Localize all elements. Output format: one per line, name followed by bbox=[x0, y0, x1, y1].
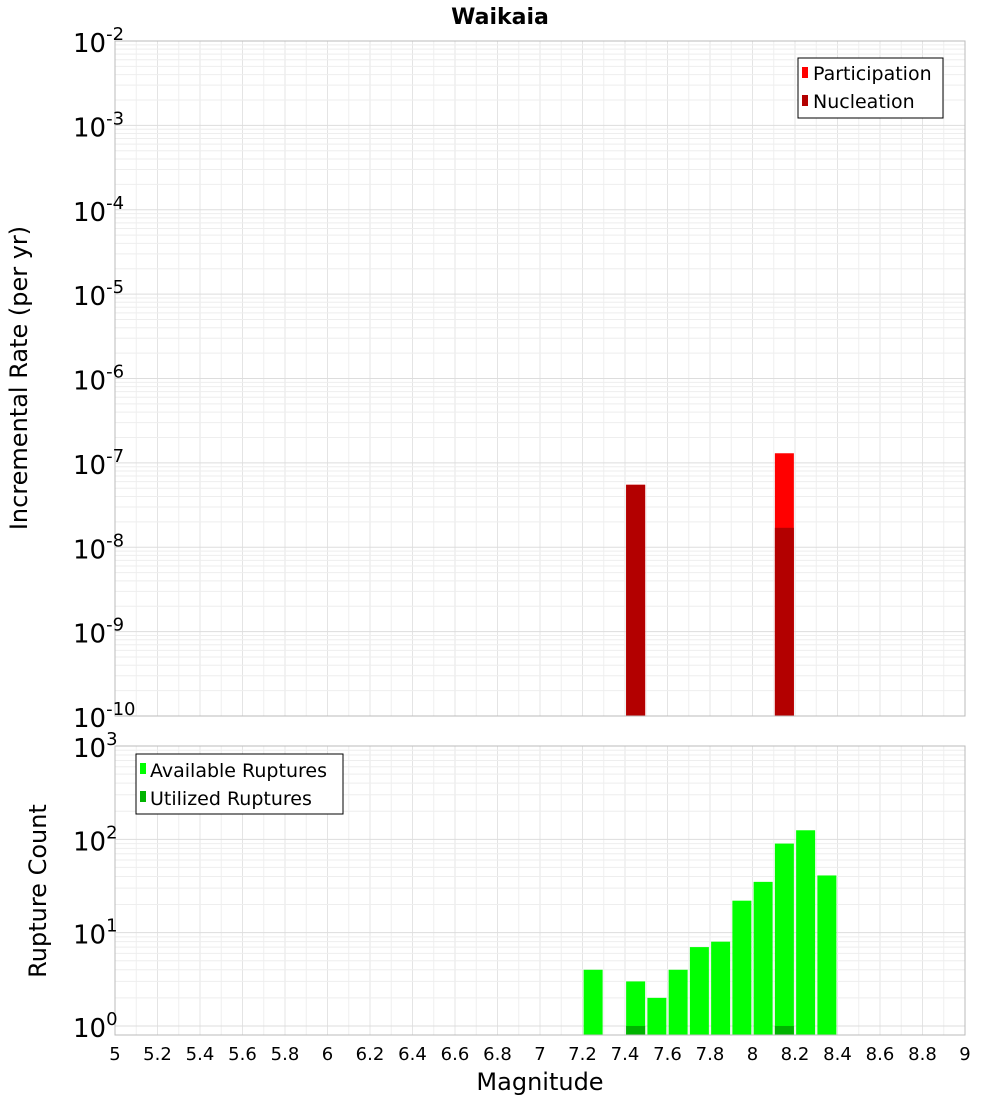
legend-swatch-participation bbox=[802, 67, 808, 78]
nucleation-bar bbox=[774, 527, 794, 716]
chart-title: Waikaia bbox=[451, 5, 549, 30]
legend-label-utilized: Utilized Ruptures bbox=[150, 788, 312, 810]
x-tick-label: 6.8 bbox=[483, 1044, 512, 1065]
top-y-tick-label: 10-2 bbox=[73, 24, 124, 59]
top-y-tick-label: 10-6 bbox=[73, 362, 124, 397]
x-tick-label: 8.6 bbox=[866, 1044, 895, 1065]
top-y-axis-label: Incremental Rate (per yr) bbox=[5, 226, 33, 530]
x-tick-label: 7 bbox=[534, 1044, 545, 1065]
top-bars bbox=[626, 453, 794, 716]
x-tick-label: 8 bbox=[747, 1044, 758, 1065]
x-tick-label: 8.8 bbox=[908, 1044, 937, 1065]
top-y-tick-label: 10-3 bbox=[73, 108, 124, 143]
bottom-bars bbox=[583, 830, 837, 1035]
x-tick-label: 6.6 bbox=[441, 1044, 470, 1065]
top-legend-box bbox=[797, 57, 944, 119]
available-ruptures-bar bbox=[732, 900, 752, 1035]
x-tick-label: 5.6 bbox=[228, 1044, 257, 1065]
legend-swatch-nucleation bbox=[802, 95, 808, 106]
available-ruptures-bar bbox=[583, 969, 603, 1035]
bottom-legend-box bbox=[135, 753, 344, 815]
top-y-tick-labels: 10-10 10-9 10-8 10-7 10-6 10-5 10-4 10-3 10-2 bbox=[73, 24, 136, 734]
participation-panel: 10-10 10-9 10-8 10-7 10-6 10-5 10-4 10-3 10-2 In… bbox=[5, 24, 966, 734]
bottom-y-tick-label: 101 bbox=[73, 916, 118, 951]
x-tick-label: 9 bbox=[959, 1044, 970, 1065]
bottom-y-tick-labels: 100 101 102 103 bbox=[73, 729, 118, 1044]
rupture-count-panel: 100 101 102 103 5 5.2 5.4 5.6 5.8 6 6.2 6.4 6.6 6.8 7… bbox=[24, 729, 971, 1096]
x-tick-label: 5.4 bbox=[186, 1044, 215, 1065]
nucleation-bar bbox=[626, 484, 646, 716]
top-plot-frame bbox=[114, 40, 966, 717]
utilized-ruptures-bar bbox=[626, 1025, 646, 1035]
x-tick-label: 8.4 bbox=[823, 1044, 852, 1065]
x-tick-label: 8.2 bbox=[781, 1044, 810, 1065]
utilized-ruptures-bar bbox=[774, 1025, 794, 1035]
available-ruptures-bar bbox=[626, 981, 646, 1035]
legend-swatch-utilized bbox=[140, 791, 146, 802]
x-tick-labels: 5 5.2 5.4 5.6 5.8 6 6.2 6.4 6.6 6.8 7 7.2 7.4 7.6 7.8 8… bbox=[109, 1044, 970, 1065]
bottom-legend: Available Ruptures Utilized Ruptures bbox=[135, 753, 344, 815]
x-tick-label: 5 bbox=[109, 1044, 120, 1065]
top-y-tick-label: 10-9 bbox=[73, 615, 124, 650]
x-tick-label: 7.2 bbox=[568, 1044, 597, 1065]
x-tick-label: 6.4 bbox=[398, 1044, 427, 1065]
bottom-y-tick-label: 102 bbox=[73, 822, 118, 857]
top-legend: Participation Nucleation bbox=[797, 57, 944, 119]
available-ruptures-bar bbox=[817, 875, 837, 1035]
top-y-tick-label: 10-10 bbox=[73, 699, 136, 734]
x-tick-label: 5.2 bbox=[143, 1044, 172, 1065]
legend-swatch-available bbox=[140, 763, 146, 774]
x-tick-label: 7.6 bbox=[653, 1044, 682, 1065]
bottom-y-tick-label: 103 bbox=[73, 729, 118, 764]
x-tick-label: 6.2 bbox=[356, 1044, 385, 1065]
x-axis-label: Magnitude bbox=[476, 1068, 603, 1096]
legend-label-available: Available Ruptures bbox=[150, 760, 327, 782]
bottom-plot-frame bbox=[114, 745, 966, 1036]
x-tick-label: 7.4 bbox=[611, 1044, 640, 1065]
available-ruptures-bar bbox=[774, 843, 794, 1035]
top-y-tick-label: 10-8 bbox=[73, 530, 124, 565]
x-tick-label: 7.8 bbox=[696, 1044, 725, 1065]
legend-label-participation: Participation bbox=[813, 63, 932, 85]
available-ruptures-bar bbox=[753, 881, 773, 1035]
top-y-tick-label: 10-5 bbox=[73, 277, 124, 312]
top-y-tick-label: 10-4 bbox=[73, 193, 124, 228]
top-y-tick-label: 10-7 bbox=[73, 446, 124, 481]
available-ruptures-bar bbox=[711, 941, 731, 1035]
available-ruptures-bar bbox=[796, 830, 816, 1035]
available-ruptures-bar bbox=[689, 947, 709, 1035]
top-grid bbox=[114, 41, 966, 717]
available-ruptures-bar bbox=[668, 969, 688, 1035]
x-tick-label: 6 bbox=[322, 1044, 333, 1065]
x-tick-label: 5.8 bbox=[271, 1044, 300, 1065]
legend-label-nucleation: Nucleation bbox=[813, 91, 915, 113]
available-ruptures-bar bbox=[647, 997, 667, 1035]
bottom-y-tick-label: 100 bbox=[73, 1009, 118, 1044]
bottom-y-axis-label: Rupture Count bbox=[24, 804, 52, 978]
